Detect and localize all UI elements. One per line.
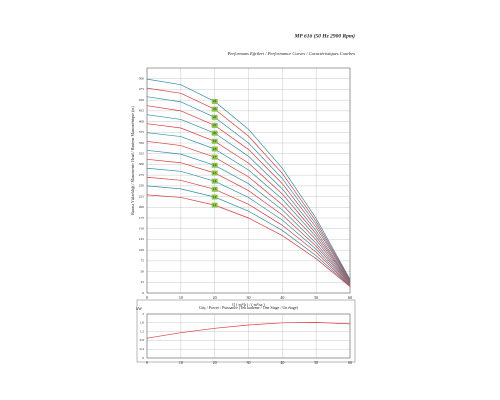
chart-subtitle: Performans Eğrileri / Performance Curves… xyxy=(227,51,356,56)
stage-label: 16 xyxy=(213,163,217,167)
stage-label: 17 xyxy=(213,155,217,159)
curve xyxy=(146,114,351,283)
plot-frame xyxy=(146,313,351,359)
x-tick-label: 10 xyxy=(179,295,183,300)
curve xyxy=(146,185,351,287)
stage-label-box xyxy=(211,114,218,120)
curve xyxy=(146,123,351,283)
curve xyxy=(146,105,351,282)
curve xyxy=(146,78,351,280)
stage-label: 19 xyxy=(213,139,217,143)
stage-label-box xyxy=(211,122,218,128)
stage-label: 24 xyxy=(213,99,217,103)
curve xyxy=(146,167,351,286)
x-tick-label: 50 xyxy=(314,360,318,365)
y-tick-label: 400 xyxy=(139,119,145,123)
stage-label: 18 xyxy=(213,147,217,151)
x-tick-label: 50 xyxy=(314,295,318,300)
y-axis-label: Basma Yüksekliği / Manometric Head / Hau… xyxy=(130,105,135,214)
curve xyxy=(146,176,351,286)
y-tick-label: 25 xyxy=(141,280,145,284)
stage-label-box xyxy=(211,98,218,104)
stage-label-box xyxy=(211,146,218,152)
stage-label-box xyxy=(211,194,218,200)
y-tick-label: 425 xyxy=(139,109,145,113)
x-tick-label: 40 xyxy=(280,295,284,300)
y-tick-label: 125 xyxy=(139,237,145,241)
x-tick-label: 40 xyxy=(280,360,284,365)
curve xyxy=(146,194,351,287)
stage-label: 14 xyxy=(213,179,217,183)
y-tick-label: 350 xyxy=(139,141,145,145)
stage-label-box xyxy=(211,170,218,176)
curve xyxy=(146,140,351,284)
stage-label-box xyxy=(211,162,218,168)
stage-label: 20 xyxy=(213,131,217,135)
x-tick-label: 20 xyxy=(213,295,217,300)
x-tick-label: 30 xyxy=(247,360,251,365)
stage-label: 15 xyxy=(213,171,217,175)
x-tick-label: 60 xyxy=(348,360,352,365)
y-tick-label: 0.8 xyxy=(140,338,145,342)
curve xyxy=(146,132,351,283)
stage-label: 23 xyxy=(213,107,217,111)
x-tick-label: 30 xyxy=(247,295,251,300)
y-tick-label: 250 xyxy=(139,184,145,188)
y-tick-label: 75 xyxy=(141,259,145,263)
x-tick-label: 60 xyxy=(348,295,352,300)
y-tick-label: 275 xyxy=(139,173,145,177)
stage-label-box xyxy=(211,186,218,192)
stage-label-box xyxy=(211,106,218,112)
plot-frame xyxy=(146,67,351,294)
x-axis-label: Q ( m³/h ) / ( m³/sa ) xyxy=(232,302,265,307)
x-tick-label: 0 xyxy=(146,360,148,365)
chart-title: Güç / Power / Puissance (Tek kademe / On… xyxy=(199,305,299,310)
y-tick-label: 1.2 xyxy=(140,329,145,333)
stage-label-box xyxy=(211,178,218,184)
stage-label-box xyxy=(211,154,218,160)
stage-label-box xyxy=(211,202,218,208)
y-tick-label: 175 xyxy=(139,216,145,220)
power-panel xyxy=(136,299,356,363)
y-axis-label: kW xyxy=(136,306,142,311)
curve xyxy=(146,158,351,285)
stage-label: 11 xyxy=(213,203,217,207)
y-tick-label: 2 xyxy=(142,312,144,316)
y-tick-label: 0 xyxy=(142,356,144,360)
stage-label: 21 xyxy=(213,123,217,127)
y-tick-label: 50 xyxy=(141,269,145,273)
y-tick-label: 375 xyxy=(139,130,145,134)
stage-label: 22 xyxy=(213,115,217,119)
chart-title: MP 616 (50 Hz 2900 Rpm) xyxy=(294,32,356,39)
stage-label: 13 xyxy=(213,187,217,191)
stage-label-box xyxy=(211,138,218,144)
x-tick-label: 20 xyxy=(213,360,217,365)
y-tick-label: 200 xyxy=(139,205,145,209)
curve xyxy=(146,149,351,285)
y-tick-label: 225 xyxy=(139,194,145,198)
y-tick-label: 500 xyxy=(139,77,145,81)
y-tick-label: 325 xyxy=(139,152,145,156)
stage-label-box xyxy=(211,130,218,136)
y-tick-label: 300 xyxy=(139,162,145,166)
y-tick-label: 450 xyxy=(139,98,145,102)
curve xyxy=(146,87,351,281)
y-tick-label: 150 xyxy=(139,227,145,231)
curve xyxy=(146,96,351,281)
y-tick-label: 100 xyxy=(139,248,145,252)
curve xyxy=(146,322,351,339)
stage-label: 12 xyxy=(213,195,217,199)
y-tick-label: 0 xyxy=(142,291,144,295)
x-tick-label: 0 xyxy=(146,295,148,300)
y-tick-label: 1.6 xyxy=(140,321,145,325)
y-tick-label: 475 xyxy=(139,87,145,91)
y-tick-label: 0.4 xyxy=(140,347,145,351)
x-tick-label: 10 xyxy=(179,360,183,365)
